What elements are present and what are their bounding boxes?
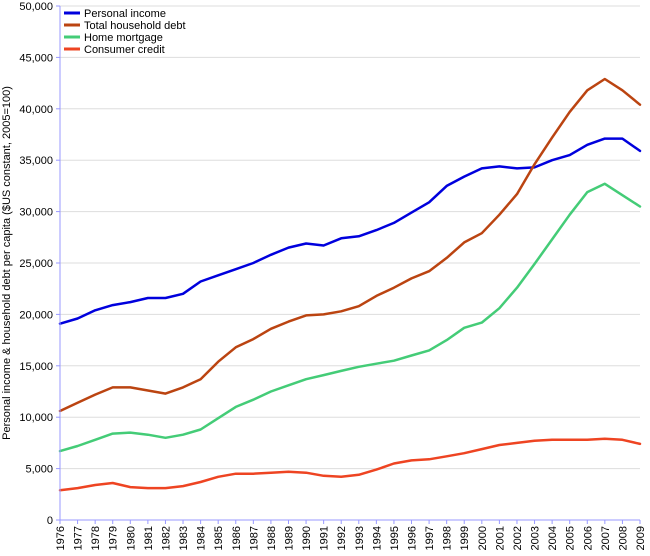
x-tick-label: 1976 [55, 526, 67, 550]
x-tick-label: 1991 [319, 526, 331, 550]
x-tick-label: 2006 [582, 526, 594, 550]
y-tick-label: 35,000 [19, 155, 53, 167]
x-tick-label: 1996 [407, 526, 419, 550]
series-line-1 [58, 77, 642, 413]
x-tick-label: 2005 [565, 526, 577, 550]
x-tick-label: 1990 [301, 526, 313, 550]
series-lines [58, 77, 642, 492]
y-tick-label: 25,000 [19, 258, 53, 270]
x-tick-label: 1993 [354, 526, 366, 550]
y-tick-label: 45,000 [19, 52, 53, 64]
x-tick-label: 2002 [512, 526, 524, 550]
y-tick-label: 50,000 [19, 1, 53, 13]
legend-label: Total household debt [84, 20, 186, 32]
y-tick-labels: 0 5,000 10,000 15,000 20,000 25,000 30,000 35,0… [19, 1, 60, 527]
x-tick-label: 1989 [283, 526, 295, 550]
x-tick-label: 2000 [477, 526, 489, 550]
x-tick-label: 1981 [143, 526, 155, 550]
x-tick-label: 1983 [178, 526, 190, 550]
y-tick-label: 20,000 [19, 309, 53, 321]
y-tick-label: 40,000 [19, 104, 53, 116]
y-tick-label: 15,000 [19, 361, 53, 373]
y-tick-label: 10,000 [19, 412, 53, 424]
x-tick-label: 1978 [90, 526, 102, 550]
x-tick-label: 2009 [635, 526, 647, 550]
x-tick-label: 1980 [125, 526, 137, 550]
x-tick-label: 2001 [494, 526, 506, 550]
x-tick-label: 1992 [336, 526, 348, 550]
x-tick-label: 2007 [600, 526, 612, 550]
y-tick-label: 30,000 [19, 207, 53, 219]
y-axis-title: Personal income & household debt per cap… [1, 86, 13, 440]
x-tick-label: 1997 [424, 526, 436, 550]
legend-label: Personal income [84, 8, 166, 20]
x-tick-label: 1982 [160, 526, 172, 550]
x-tick-label: 1999 [459, 526, 471, 550]
y-tick-label: 0 [47, 515, 53, 527]
x-tick-label: 1995 [389, 526, 401, 550]
x-tick-label: 1998 [442, 526, 454, 550]
series-line-3 [58, 437, 642, 492]
series-line-0 [58, 137, 642, 325]
x-tick-label: 2004 [547, 526, 559, 550]
gridlines [60, 5, 640, 470]
y-tick-label: 5,000 [25, 464, 53, 476]
x-tick-label: 1984 [196, 526, 208, 550]
x-tick-label: 1994 [371, 526, 383, 550]
x-tick-label: 1977 [73, 526, 85, 550]
x-tick-label: 1988 [266, 526, 278, 550]
x-tick-label: 1979 [108, 526, 120, 550]
x-tick-label: 2008 [617, 526, 629, 550]
x-tick-label: 2003 [530, 526, 542, 550]
legend-label: Consumer credit [84, 44, 165, 56]
legend-label: Home mortgage [84, 32, 163, 44]
x-tick-label: 1986 [231, 526, 243, 550]
x-tick-label: 1985 [213, 526, 225, 550]
series-line-2 [58, 182, 642, 453]
x-tick-labels: 1976 1977 1978 1979 1980 1981 1982 1983 1984 1985… [55, 520, 647, 550]
x-tick-label: 1987 [248, 526, 260, 550]
